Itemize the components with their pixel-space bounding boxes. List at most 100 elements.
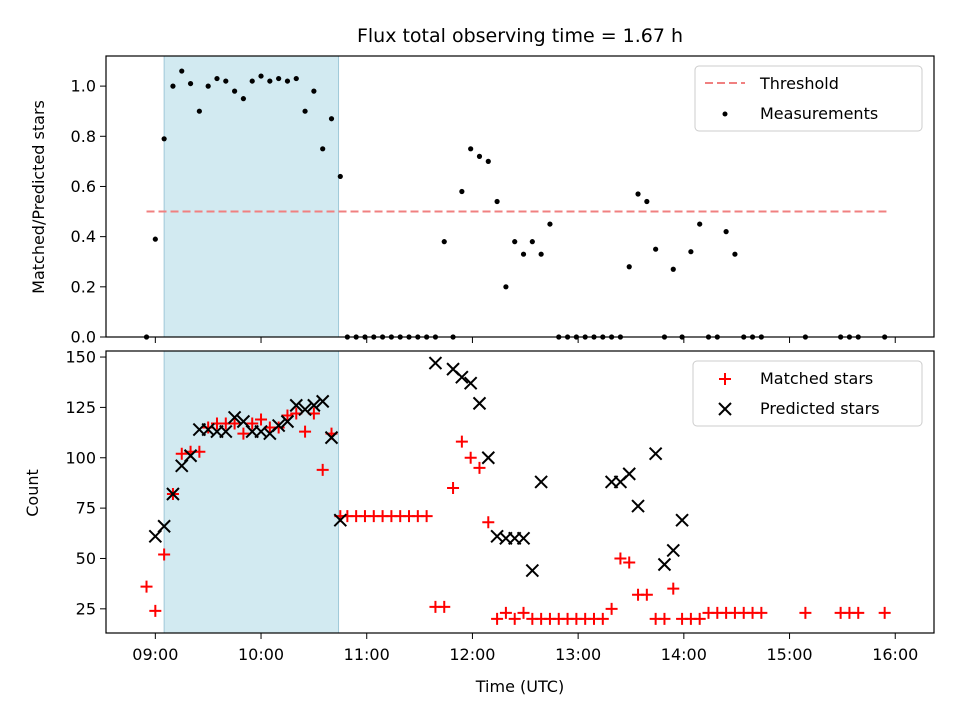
matched-star-point bbox=[693, 612, 706, 625]
measurement-point bbox=[214, 75, 220, 82]
bottom-ytick-label: 75 bbox=[76, 499, 96, 518]
predicted-star-point bbox=[622, 467, 636, 481]
bottom-xtick-label: 12:00 bbox=[449, 645, 495, 664]
top-ytick-label: 0.0 bbox=[71, 328, 96, 347]
matched-star-point bbox=[237, 427, 250, 440]
bottom-ytick-label: 25 bbox=[76, 599, 96, 618]
bottom-legend: Matched stars Predicted stars bbox=[692, 360, 923, 427]
measurement-point bbox=[468, 146, 474, 152]
matched-star-point bbox=[447, 481, 460, 494]
top-legend-box bbox=[694, 65, 923, 132]
matched-star-point bbox=[667, 582, 680, 595]
legend-predicted-label: Predicted stars bbox=[760, 399, 880, 418]
matched-star-point bbox=[614, 552, 627, 565]
matched-star-point bbox=[281, 409, 294, 422]
matched-star-point bbox=[420, 510, 433, 523]
predicted-star-point bbox=[219, 424, 233, 439]
predicted-star-point bbox=[333, 513, 348, 527]
matched-star-point bbox=[464, 451, 477, 464]
measurement-point bbox=[697, 221, 703, 227]
matched-star-point bbox=[852, 606, 865, 619]
chart-title: Flux total observing time = 1.67 h bbox=[357, 25, 683, 47]
matched-star-point bbox=[499, 606, 512, 619]
legend-threshold-label: Threshold bbox=[759, 74, 839, 93]
measurement-point bbox=[284, 78, 291, 84]
matched-star-point bbox=[246, 417, 259, 430]
predicted-star-point bbox=[307, 398, 321, 413]
measurement-point bbox=[732, 251, 738, 257]
predicted-star-point bbox=[298, 402, 312, 417]
top-ytick-label: 0.4 bbox=[71, 227, 96, 246]
predicted-star-point bbox=[280, 414, 295, 429]
matched-star-point bbox=[482, 516, 495, 529]
measurement-point bbox=[232, 88, 238, 94]
bottom-shaded-region bbox=[163, 350, 340, 634]
matched-star-point bbox=[658, 612, 671, 625]
top-y-axis-label: Matched/Predicted stars bbox=[29, 100, 48, 294]
measurement-point bbox=[626, 264, 632, 270]
matched-star-point bbox=[623, 556, 636, 569]
predicted-star-point bbox=[428, 356, 443, 370]
measurement-point bbox=[529, 239, 535, 245]
matched-star-point bbox=[878, 606, 891, 619]
bottom-ytick-label: 100 bbox=[65, 448, 96, 467]
bottom-xtick-label: 14:00 bbox=[661, 645, 707, 664]
measurement-point bbox=[276, 75, 282, 82]
top-ytick-label: 0.2 bbox=[71, 277, 96, 296]
measurement-point bbox=[476, 153, 483, 159]
measurement-point bbox=[328, 116, 335, 122]
bottom-xtick-label: 13:00 bbox=[555, 645, 601, 664]
matched-star-point bbox=[596, 612, 609, 625]
measurement-point bbox=[503, 284, 509, 290]
bottom-xtick-label: 10:00 bbox=[238, 645, 284, 664]
predicted-star-point bbox=[315, 394, 330, 409]
matched-star-point bbox=[228, 417, 241, 430]
measurement-point bbox=[538, 251, 544, 257]
matched-star-point bbox=[508, 612, 521, 625]
top-shaded-region bbox=[163, 55, 340, 338]
matched-star-point bbox=[149, 604, 162, 617]
predicted-star-point bbox=[157, 519, 171, 533]
predicted-star-point bbox=[455, 370, 469, 384]
bottom-legend-box bbox=[692, 360, 923, 427]
measurement-point bbox=[723, 229, 729, 235]
measurement-point bbox=[459, 188, 465, 195]
matched-star-point bbox=[455, 435, 468, 448]
predicted-star-point bbox=[227, 410, 242, 425]
bottom-panel: 25 50 75 100 125 150 09:00 10:00 11:00 12:00 13:0… bbox=[23, 348, 935, 696]
measurement-point bbox=[205, 83, 211, 89]
matched-star-point bbox=[140, 580, 153, 593]
predicted-star-point bbox=[675, 513, 689, 527]
matched-star-point bbox=[299, 425, 312, 438]
measurement-point bbox=[267, 78, 273, 84]
measurement-point bbox=[670, 266, 676, 272]
measurement-point bbox=[441, 239, 447, 245]
measurement-point bbox=[320, 146, 326, 152]
matched-star-point bbox=[755, 606, 768, 619]
predicted-star-point bbox=[648, 447, 663, 461]
predicted-star-point bbox=[463, 376, 478, 390]
matched-star-point bbox=[158, 548, 171, 561]
measurement-point bbox=[258, 73, 264, 79]
measurement-point bbox=[240, 96, 247, 102]
predicted-star-point bbox=[534, 475, 548, 489]
predicted-star-point bbox=[166, 487, 180, 501]
bottom-ytick-label: 125 bbox=[65, 398, 96, 417]
legend-matched-label: Matched stars bbox=[760, 369, 873, 388]
matched-star-point bbox=[799, 606, 812, 619]
matched-star-point bbox=[517, 606, 530, 619]
measurement-point bbox=[512, 239, 518, 245]
bottom-y-axis-label: Count bbox=[23, 469, 42, 517]
measurement-point bbox=[196, 108, 202, 114]
top-ytick-label: 0.6 bbox=[71, 177, 96, 196]
predicted-star-point bbox=[516, 531, 531, 546]
matched-star-point bbox=[605, 602, 618, 615]
bottom-xtick-label: 15:00 bbox=[766, 645, 812, 664]
bottom-xtick-label: 16:00 bbox=[872, 645, 918, 664]
measurement-point bbox=[293, 75, 299, 82]
measurement-point bbox=[337, 173, 343, 180]
matched-star-point bbox=[438, 600, 451, 613]
predicted-star-point bbox=[472, 396, 487, 411]
legend-measurements-swatch bbox=[722, 111, 728, 117]
